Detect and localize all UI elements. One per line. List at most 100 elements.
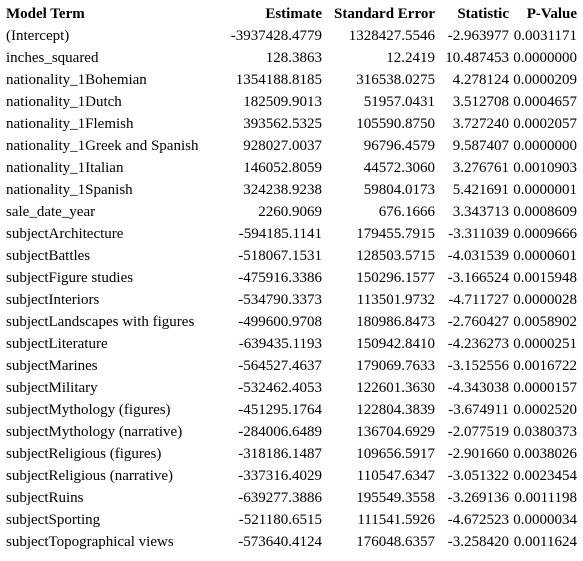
table-row: subjectLandscapes with figures -499600.97… xyxy=(6,311,577,333)
table-row: subjectFigure studies -475916.3386 150296.… xyxy=(6,267,577,289)
table-row: inches_squared 128.3863 12.2419 10.487453 0.… xyxy=(6,47,577,69)
cell-p-value: 0.0011624 xyxy=(513,534,577,550)
cell-p-value: 0.0015948 xyxy=(513,270,577,286)
cell-statistic: -3.311039 xyxy=(448,226,509,242)
table-row: nationality_1Flemish 393562.5325 105590.87… xyxy=(6,113,577,135)
cell-estimate: -451295.1764 xyxy=(238,402,322,418)
cell-model-term: subjectReligious (figures) xyxy=(6,446,162,462)
table-body: (Intercept) -3937428.4779 1328427.5546 -2.9… xyxy=(6,25,577,553)
cell-p-value: 0.0000034 xyxy=(513,512,577,528)
cell-p-value: 0.0010903 xyxy=(513,160,577,176)
cell-standard-error: 150296.1577 xyxy=(356,270,435,286)
cell-p-value: 0.0000157 xyxy=(513,380,577,396)
cell-statistic: -2.963977 xyxy=(447,28,509,44)
cell-model-term: nationality_1Flemish xyxy=(6,116,134,132)
table-row: nationality_1Italian 146052.8059 44572.306… xyxy=(6,157,577,179)
table-row: subjectMarines -564527.4637 179069.7633 -3.… xyxy=(6,355,577,377)
cell-standard-error: 109656.5917 xyxy=(356,446,435,462)
header-standard-error: Standard Error xyxy=(334,6,435,22)
cell-standard-error: 676.1666 xyxy=(378,204,435,220)
header-row: Model Term Estimate Standard Error Stati… xyxy=(6,3,577,25)
cell-model-term: (Intercept) xyxy=(6,28,70,44)
cell-standard-error: 179455.7915 xyxy=(356,226,435,242)
cell-standard-error: 1328427.5546 xyxy=(348,28,435,44)
cell-p-value: 0.0000000 xyxy=(513,138,577,154)
table-row: subjectBattles -518067.1531 128503.5715 -4.… xyxy=(6,245,577,267)
cell-p-value: 0.0058902 xyxy=(513,314,577,330)
cell-statistic: -3.674911 xyxy=(448,402,509,418)
cell-model-term: sale_date_year xyxy=(6,204,96,220)
cell-statistic: -2.760427 xyxy=(447,314,509,330)
table-row: subjectRuins -639277.3886 195549.3558 -3.26… xyxy=(6,487,577,509)
cell-statistic: -2.077519 xyxy=(447,424,509,440)
cell-p-value: 0.0038026 xyxy=(513,446,577,462)
cell-statistic: -4.672523 xyxy=(447,512,509,528)
table-row: nationality_1Spanish 324238.9238 59804.017… xyxy=(6,179,577,201)
cell-model-term: subjectMythology (narrative) xyxy=(6,424,183,440)
cell-estimate: -594185.1141 xyxy=(238,226,322,242)
cell-standard-error: 195549.3558 xyxy=(356,490,435,506)
cell-estimate: -318186.1487 xyxy=(238,446,322,462)
cell-p-value: 0.0031171 xyxy=(513,28,577,44)
cell-estimate: 324238.9238 xyxy=(243,182,322,198)
table-row: subjectSporting -521180.6515 111541.5926 -4… xyxy=(6,509,577,531)
cell-estimate: -521180.6515 xyxy=(238,512,322,528)
table-row: nationality_1Greek and Spanish 928027.003… xyxy=(6,135,577,157)
cell-standard-error: 51957.0431 xyxy=(363,94,435,110)
cell-estimate: 128.3863 xyxy=(265,50,322,66)
cell-statistic: 3.276761 xyxy=(452,160,509,176)
cell-statistic: -4.031539 xyxy=(447,248,509,264)
cell-estimate: -475916.3386 xyxy=(238,270,322,286)
cell-model-term: subjectLiterature xyxy=(6,336,108,352)
cell-standard-error: 128503.5715 xyxy=(356,248,435,264)
cell-model-term: nationality_1Italian xyxy=(6,160,124,176)
cell-p-value: 0.0000028 xyxy=(513,292,577,308)
cell-model-term: subjectFigure studies xyxy=(6,270,134,286)
cell-statistic: 4.278124 xyxy=(452,72,509,88)
cell-model-term: subjectSporting xyxy=(6,512,101,528)
cell-standard-error: 180986.8473 xyxy=(356,314,435,330)
cell-statistic: 3.343713 xyxy=(452,204,509,220)
cell-statistic: -4.711727 xyxy=(448,292,509,308)
cell-estimate: -639277.3886 xyxy=(238,490,322,506)
cell-statistic: -3.166524 xyxy=(447,270,509,286)
cell-p-value: 0.0000209 xyxy=(513,72,577,88)
cell-standard-error: 105590.8750 xyxy=(356,116,435,132)
cell-estimate: 182509.9013 xyxy=(243,94,322,110)
cell-model-term: subjectLandscapes with figures xyxy=(6,314,195,330)
cell-p-value: 0.0016722 xyxy=(513,358,577,374)
cell-estimate: 1354188.8185 xyxy=(235,72,322,88)
table-row: subjectMythology (figures) -451295.1764 12… xyxy=(6,399,577,421)
cell-standard-error: 96796.4579 xyxy=(363,138,435,154)
cell-model-term: subjectInteriors xyxy=(6,292,100,308)
table-row: subjectInteriors -534790.3373 113501.9732-… xyxy=(6,289,577,311)
cell-statistic: -3.152556 xyxy=(447,358,509,374)
cell-statistic: -4.236273 xyxy=(447,336,509,352)
cell-p-value: 0.0380373 xyxy=(513,424,577,440)
table-row: subjectReligious (narrative) -337316.4029… xyxy=(6,465,577,487)
cell-model-term: subjectRuins xyxy=(6,490,84,506)
cell-p-value: 0.0000601 xyxy=(513,248,577,264)
cell-statistic: -3.269136 xyxy=(447,490,509,506)
cell-estimate: 146052.8059 xyxy=(243,160,322,176)
cell-estimate: -284006.6489 xyxy=(238,424,322,440)
cell-p-value: 0.0002057 xyxy=(513,116,577,132)
cell-p-value: 0.0008609 xyxy=(513,204,577,220)
cell-standard-error: 136704.6929 xyxy=(356,424,435,440)
cell-standard-error: 122804.3839 xyxy=(356,402,435,418)
table-row: subjectReligious (figures) -318186.1487 10… xyxy=(6,443,577,465)
cell-p-value: 0.0004657 xyxy=(513,94,577,110)
cell-model-term: nationality_1Bohemian xyxy=(6,72,147,88)
cell-standard-error: 12.2419 xyxy=(386,50,435,66)
cell-estimate: -499600.9708 xyxy=(238,314,322,330)
table-row: subjectArchitecture -594185.1141 179455.79… xyxy=(6,223,577,245)
table-row: subjectMythology (narrative) -284006.6489… xyxy=(6,421,577,443)
cell-estimate: 928027.0037 xyxy=(243,138,322,154)
cell-model-term: subjectMarines xyxy=(6,358,98,374)
table-row: subjectTopographical views -573640.4124 17… xyxy=(6,531,577,553)
cell-estimate: -564527.4637 xyxy=(238,358,322,374)
cell-estimate: 2260.9069 xyxy=(258,204,322,220)
cell-model-term: nationality_1Dutch xyxy=(6,94,122,110)
cell-standard-error: 150942.8410 xyxy=(356,336,435,352)
cell-p-value: 0.0000000 xyxy=(513,50,577,66)
